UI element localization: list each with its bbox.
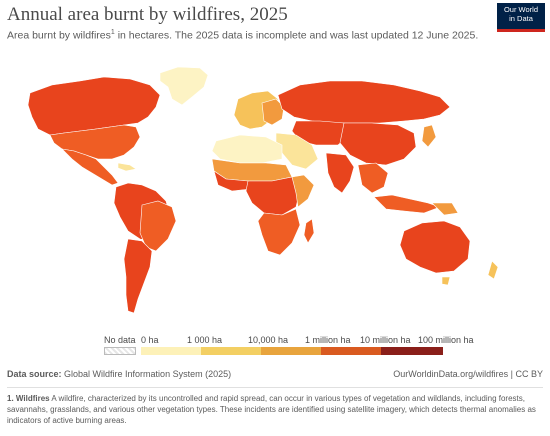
data-source: Data source: Global Wildfire Information… (7, 369, 232, 379)
legend-swatch[interactable] (321, 347, 381, 355)
region-canada[interactable] (27, 76, 161, 136)
legend-tick-label: 0 ha (141, 335, 159, 345)
legend-swatch[interactable] (381, 347, 443, 355)
region-greenland[interactable] (159, 66, 209, 106)
region-north-africa[interactable] (211, 134, 283, 164)
color-legend: No data 0 ha 1 000 ha 10,000 ha 1 millio… (0, 335, 550, 359)
legend-swatch[interactable] (261, 347, 321, 355)
legend-tick-label: 100 million ha (418, 335, 474, 345)
region-southeast-asia[interactable] (357, 162, 389, 194)
world-map[interactable] (0, 55, 550, 335)
legend-swatch[interactable] (141, 347, 201, 355)
region-indonesia[interactable] (373, 194, 441, 214)
data-source-link[interactable]: Global Wildfire Information System (2025… (61, 369, 232, 379)
region-southern-cone[interactable] (123, 238, 153, 314)
region-madagascar[interactable] (303, 218, 315, 244)
region-new-zealand[interactable] (487, 260, 499, 280)
legend-no-data-swatch[interactable] (104, 347, 136, 355)
region-brazil[interactable] (139, 200, 177, 252)
logo-line-1: Our World (503, 5, 539, 14)
legend-no-data-label: No data (104, 335, 136, 345)
region-east-africa[interactable] (291, 174, 315, 208)
footnote: 1. Wildfires A wildfire, characterized b… (7, 394, 536, 425)
logo-accent-bar (497, 29, 545, 32)
chart-subtitle: Area burnt by wildfires1 in hectares. Th… (7, 29, 479, 42)
legend-swatch[interactable] (201, 347, 261, 355)
footer-divider (7, 387, 543, 388)
legend-tick-label: 1 000 ha (187, 335, 223, 345)
credit-link[interactable]: OurWorldinData.org/wildfires | CC BY (393, 369, 543, 379)
chart-title: Annual area burnt by wildfires, 2025 (7, 4, 288, 25)
legend-tick-label: 10 million ha (360, 335, 411, 345)
region-australia[interactable] (399, 220, 471, 274)
region-japan[interactable] (421, 124, 437, 148)
region-southern-africa[interactable] (257, 208, 301, 256)
region-central-asia[interactable] (291, 120, 351, 146)
owid-logo[interactable]: Our World in Data (497, 3, 545, 32)
region-india[interactable] (325, 152, 355, 194)
region-mexico[interactable] (61, 148, 119, 186)
legend-tick-label: 1 million ha (305, 335, 351, 345)
region-eastern-europe[interactable] (261, 98, 285, 126)
region-china[interactable] (339, 122, 417, 166)
footnote-marker[interactable]: 1 (110, 29, 115, 36)
region-papua[interactable] (431, 202, 459, 216)
region-caribbean[interactable] (117, 162, 137, 172)
logo-line-2: in Data (509, 13, 533, 23)
legend-tick-label: 10,000 ha (248, 335, 289, 345)
region-russia[interactable] (277, 80, 451, 124)
region-central-africa[interactable] (245, 176, 301, 216)
region-tasmania[interactable] (441, 276, 451, 286)
